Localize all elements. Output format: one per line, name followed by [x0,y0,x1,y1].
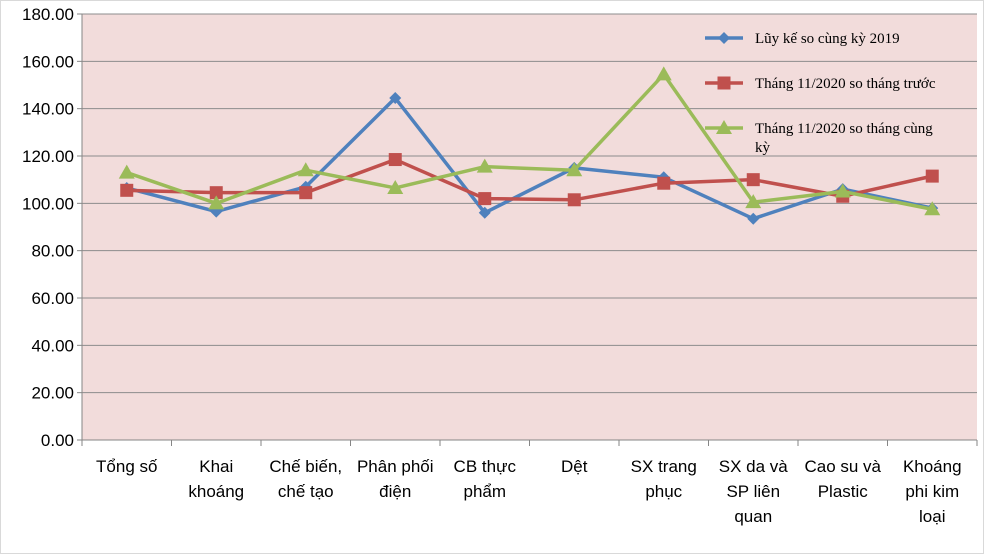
data-point [566,162,583,177]
x-tick-label: Dệt [561,457,588,476]
data-point [478,192,492,206]
series-line [126,96,933,221]
y-tick-label: 60.00 [31,289,74,308]
x-axis-ticks: Tổng số Khai khoáng Chế biến, chế tạo Phân ph… [81,440,978,526]
data-point [389,92,402,105]
series-3 [118,66,941,216]
y-tick-label: 180.00 [22,5,74,24]
y-tick-label: 20.00 [31,384,74,403]
data-point [657,176,671,190]
gridlines [82,13,977,394]
data-point [388,153,402,167]
legend-label: Lũy kế so cùng kỳ 2019 [755,31,900,47]
y-tick-label: 120.00 [22,147,74,166]
y-tick-label: 140.00 [22,100,74,119]
data-point [478,206,491,219]
y-axis-ticks: 0.00 20.00 40.00 60.00 80.00 100.00 120.00 140.… [22,5,82,450]
plot-area [82,14,977,440]
legend-marker [716,120,732,134]
series-line [126,157,933,202]
data-point [297,162,314,177]
x-tick-label: Khai khoáng [188,457,244,501]
legend-marker [717,76,731,90]
x-tick-label: Phân phối điện [357,457,434,501]
y-tick-label: 0.00 [41,431,74,450]
x-tick-label: Khoáng phi kim loại [903,457,962,526]
legend: Lũy kế so cùng kỳ 2019 Tháng 11/2020 so t… [705,31,936,156]
data-point [387,179,404,194]
legend-label: Tháng 11/2020 so tháng cùng kỳ [755,121,933,156]
data-point [924,201,941,216]
data-point [208,195,225,210]
data-point [209,186,223,200]
data-point [747,212,760,225]
x-tick-label: CB thực phẩm [454,457,517,501]
legend-entry: Tháng 11/2020 so tháng cùng kỳ [705,120,933,156]
y-tick-label: 80.00 [31,242,74,261]
data-point [745,194,762,209]
x-tick-label: SX trang phục [631,457,697,501]
series-2 [120,153,939,207]
legend-label: Tháng 11/2020 so tháng trước [755,76,936,92]
data-point [655,66,672,81]
x-tick-label: Tổng số [96,457,158,476]
x-tick-label: Cao su và Plastic [804,457,881,501]
legend-entry: Lũy kế so cùng kỳ 2019 [705,31,900,47]
y-tick-label: 160.00 [22,52,74,71]
series-line [126,72,933,211]
data-point [299,186,313,200]
x-tick-label: Chế biến, chế tạo [269,457,342,501]
data-point [120,183,134,197]
data-point [567,193,581,207]
data-point [476,158,493,173]
legend-marker [718,32,730,44]
legend-entry: Tháng 11/2020 so tháng trước [705,76,936,92]
data-point [118,164,135,179]
series [118,66,941,225]
y-tick-label: 100.00 [22,194,74,213]
y-tick-label: 40.00 [31,336,74,355]
data-point [925,169,939,183]
data-point [746,173,760,187]
x-tick-label: SX da và SP liên quan [719,457,789,526]
data-point [834,183,851,198]
